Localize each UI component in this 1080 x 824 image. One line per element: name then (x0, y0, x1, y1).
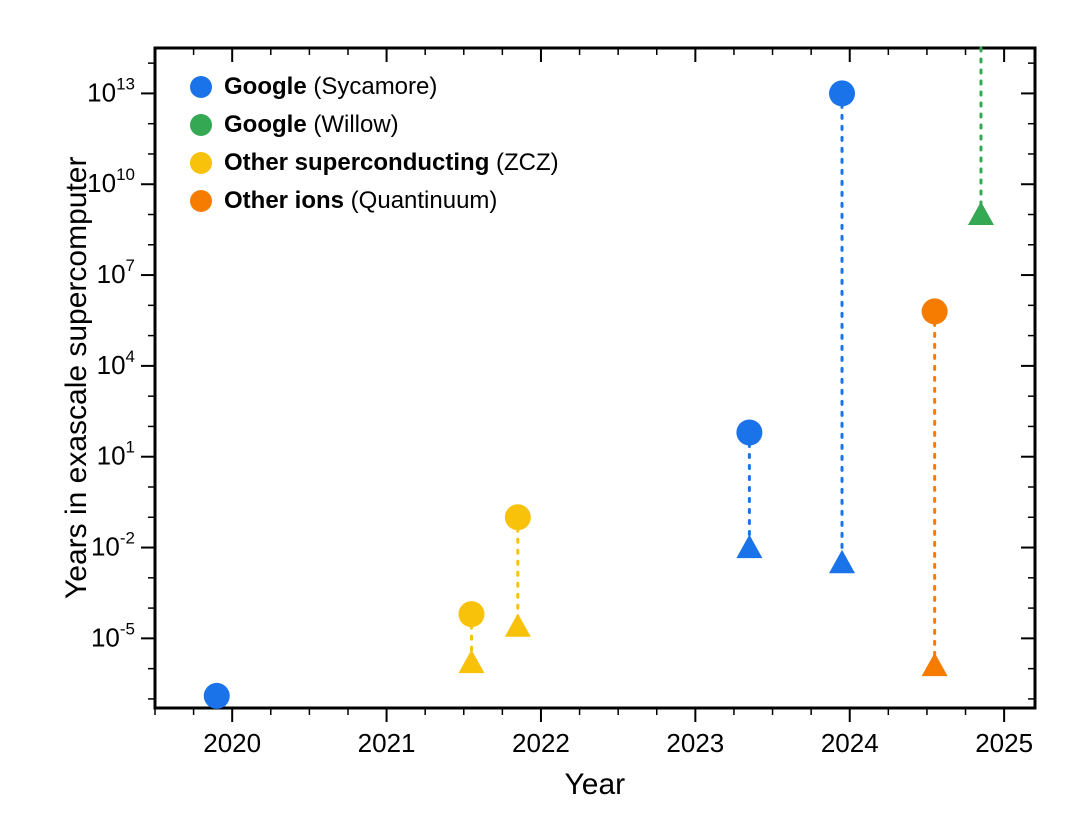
legend-label: Google (Willow) (224, 106, 399, 144)
legend-item: Other superconducting (ZCZ) (190, 144, 559, 182)
x-tick-label: 2024 (821, 728, 879, 758)
y-axis-title: Years in exascale supercomputer (60, 157, 94, 599)
legend-marker-icon (190, 152, 212, 174)
data-circle (829, 80, 855, 106)
y-tick-label: 101 (97, 438, 135, 471)
data-circle (458, 601, 484, 627)
legend-item: Google (Willow) (190, 106, 559, 144)
legend-label: Google (Sycamore) (224, 68, 437, 106)
legend-marker-icon (190, 190, 212, 212)
legend-marker-icon (190, 114, 212, 136)
legend-label: Other ions (Quantinuum) (224, 182, 497, 220)
x-tick-label: 2022 (512, 728, 570, 758)
data-circle (736, 419, 762, 445)
x-tick-label: 2021 (358, 728, 416, 758)
chart-stage: 2020 2021 2022 2023 2024 2025 10-5 10-2 101 104 10… (0, 0, 1080, 824)
legend-marker-icon (190, 76, 212, 98)
legend-item: Other ions (Quantinuum) (190, 182, 559, 220)
y-tick-label: 1013 (87, 74, 135, 107)
y-tick-label: 10-2 (91, 529, 135, 562)
y-tick-label: 107 (97, 256, 135, 289)
legend-item: Google (Sycamore) (190, 68, 559, 106)
data-circle (204, 683, 230, 709)
data-circle (505, 504, 531, 530)
legend: Google (Sycamore)Google (Willow)Other su… (190, 68, 559, 220)
legend-label: Other superconducting (ZCZ) (224, 144, 559, 182)
x-tick-label: 2023 (666, 728, 724, 758)
x-tick-label: 2025 (975, 728, 1033, 758)
y-tick-label: 10-5 (91, 619, 135, 652)
data-circle (922, 298, 948, 324)
x-tick-label: 2020 (203, 728, 261, 758)
y-tick-label: 1010 (87, 165, 135, 198)
y-tick-label: 104 (97, 347, 135, 380)
x-axis-title: Year (565, 768, 626, 802)
